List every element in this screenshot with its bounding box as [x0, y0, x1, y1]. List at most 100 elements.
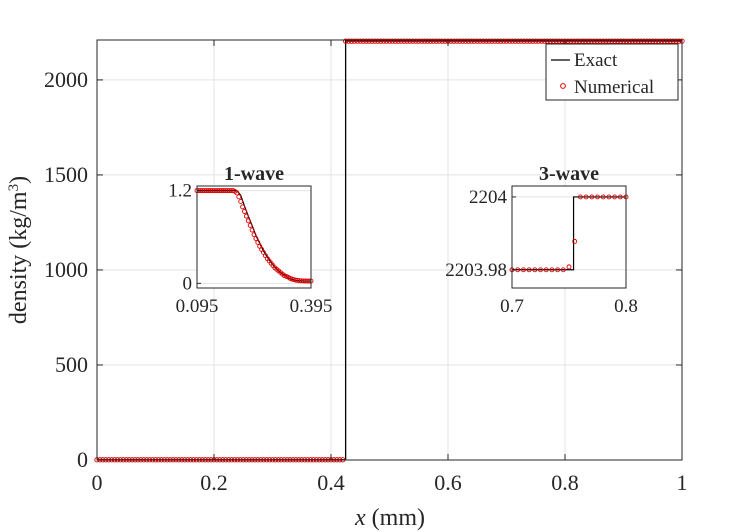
inset-numerical-point [240, 204, 246, 210]
x-axis-unit: (mm) [372, 505, 425, 531]
numerical-point [398, 38, 404, 44]
numerical-point [486, 38, 492, 44]
numerical-point [457, 38, 463, 44]
numerical-point [354, 38, 360, 44]
inset-frame [196, 185, 312, 289]
numerical-point [664, 38, 671, 44]
inset-numerical-point [255, 239, 261, 245]
numerical-point [342, 38, 349, 44]
numerical-point [582, 38, 589, 44]
numerical-point [655, 38, 662, 44]
numerical-point [465, 38, 472, 44]
numerical-point [454, 38, 460, 44]
numerical-point [547, 38, 554, 44]
numerical-point [576, 38, 583, 44]
numerical-point [407, 38, 413, 44]
inset-y-tick-label: 0 [183, 273, 193, 294]
numerical-point [568, 38, 574, 44]
x-tick-label: 0.2 [200, 470, 228, 495]
numerical-point [459, 38, 466, 44]
inset-title: 1-wave [224, 163, 284, 185]
numerical-point [635, 38, 641, 44]
numerical-point [433, 38, 439, 44]
numerical-point [424, 38, 431, 44]
numerical-point [500, 38, 507, 44]
numerical-point [538, 38, 545, 44]
numerical-point [404, 38, 410, 44]
numerical-point [419, 38, 425, 44]
y-axis-label-sup: 3 [6, 184, 22, 192]
numerical-point [471, 38, 477, 44]
numerical-point [541, 38, 548, 44]
numerical-point [372, 38, 378, 44]
numerical-point [363, 38, 369, 44]
numerical-point [650, 38, 656, 44]
numerical-point [632, 38, 638, 44]
inset-y-tick-label: 1.2 [168, 181, 192, 202]
numerical-point [579, 38, 586, 44]
numerical-point [436, 38, 442, 44]
numerical-point [366, 38, 372, 44]
inset-x-tick-label: 0.8 [614, 296, 638, 317]
x-axis-variable: x [354, 505, 366, 531]
inset-numerical-point [555, 267, 561, 273]
numerical-point [626, 38, 632, 44]
numerical-point [629, 38, 635, 44]
inset-numerical-point [532, 267, 538, 273]
inset-numerical-point [247, 222, 253, 228]
inset-numerical-point [549, 267, 555, 273]
inset-numerical-point [543, 267, 549, 273]
numerical-point [512, 38, 518, 44]
inset-numerical-point [560, 267, 566, 273]
inset-background [512, 186, 626, 288]
numerical-point [489, 38, 495, 44]
numerical-point [395, 38, 401, 44]
inset-numerical-point [253, 236, 259, 241]
numerical-point [641, 38, 647, 44]
numerical-point [518, 38, 524, 44]
numerical-point [413, 38, 419, 44]
numerical-point [600, 38, 606, 44]
x-tick-label: 0.4 [317, 470, 345, 495]
numerical-point [483, 38, 489, 44]
numerical-point [357, 38, 363, 44]
numerical-point [588, 38, 594, 44]
numerical-point [597, 38, 603, 44]
inset-numerical-point [572, 238, 578, 244]
numerical-point [448, 38, 454, 44]
y-axis-label-close: ) [6, 176, 32, 184]
y-tick-label: 2000 [44, 67, 88, 92]
inset-numerical-point [617, 194, 623, 200]
inset-numerical-point [600, 194, 606, 200]
numerical-point [442, 38, 448, 44]
inset-1-wave: 0.095 0.395 0 1.2 1-wave [168, 163, 332, 317]
numerical-point [556, 38, 562, 44]
inset-numerical-point [589, 194, 595, 200]
numerical-point [345, 38, 352, 44]
numerical-point [401, 38, 407, 44]
numerical-point [386, 38, 393, 44]
numerical-point [617, 38, 624, 44]
numerical-point [533, 38, 539, 44]
numerical-point [477, 38, 483, 44]
numerical-point [574, 38, 580, 44]
numerical-point [369, 38, 375, 44]
numerical-point [480, 38, 486, 44]
numerical-point [439, 38, 445, 44]
inset-x-tick-label: 0.7 [500, 296, 524, 317]
inset-numerical-point [577, 194, 583, 200]
inset-numerical-point [595, 194, 600, 200]
inset-numerical-point [606, 194, 612, 200]
numerical-point [670, 38, 676, 44]
inset-x-tick-label: 0.095 [176, 296, 219, 317]
inset-numerical-point [234, 190, 240, 196]
inset-numerical-point [251, 232, 257, 238]
numerical-point [527, 38, 533, 44]
numerical-point [389, 38, 396, 44]
numerical-point [375, 38, 381, 44]
x-tick-label: 0.6 [434, 470, 462, 495]
numerical-point [392, 38, 398, 44]
inset-numerical-point [566, 264, 572, 270]
legend-numerical-label: Numerical [574, 77, 654, 98]
